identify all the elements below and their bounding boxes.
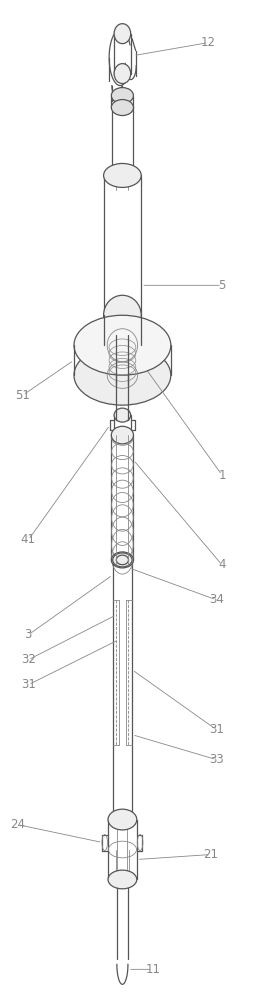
Text: 34: 34 [209, 593, 224, 606]
Ellipse shape [111, 100, 133, 116]
Text: 41: 41 [21, 533, 36, 546]
Text: 3: 3 [25, 628, 32, 641]
Text: 11: 11 [145, 963, 160, 976]
Text: 12: 12 [201, 36, 216, 49]
Text: 24: 24 [10, 818, 25, 831]
Ellipse shape [74, 315, 171, 375]
Ellipse shape [108, 870, 137, 889]
Text: 1: 1 [218, 469, 226, 482]
Ellipse shape [104, 295, 141, 335]
Ellipse shape [114, 64, 131, 84]
Text: 21: 21 [203, 848, 219, 861]
Ellipse shape [114, 429, 131, 441]
Text: 33: 33 [209, 753, 224, 766]
Text: 32: 32 [21, 653, 36, 666]
Ellipse shape [74, 345, 171, 405]
Ellipse shape [114, 408, 131, 422]
Ellipse shape [104, 163, 141, 187]
Text: 5: 5 [218, 279, 226, 292]
Text: 4: 4 [218, 558, 226, 571]
Ellipse shape [114, 24, 131, 44]
Ellipse shape [113, 553, 132, 567]
Ellipse shape [116, 555, 128, 565]
Text: 31: 31 [209, 723, 224, 736]
Ellipse shape [111, 552, 133, 568]
Text: 31: 31 [21, 678, 36, 691]
Ellipse shape [111, 426, 133, 444]
Text: 51: 51 [15, 389, 30, 402]
Ellipse shape [111, 88, 133, 104]
Ellipse shape [108, 809, 137, 830]
